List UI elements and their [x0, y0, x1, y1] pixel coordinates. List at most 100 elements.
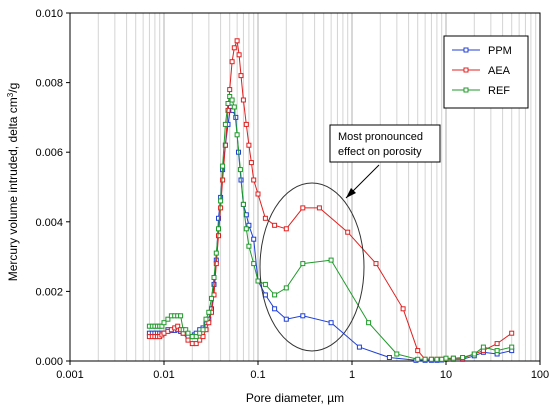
data-point: [494, 341, 500, 347]
data-point: [366, 320, 372, 326]
x-tick-label: 0.01: [153, 369, 174, 381]
data-point: [450, 355, 456, 361]
data-point: [373, 261, 379, 267]
data-point: [218, 198, 224, 204]
data-point: [243, 226, 249, 232]
data-point: [203, 316, 209, 322]
legend-label-aea: AEA: [488, 65, 511, 77]
y-axis-title: Mercury volume intruded, delta cm3/g: [6, 83, 21, 282]
annotation: Most pronounced effect on porosity: [259, 124, 441, 352]
annotation-text: Most pronounced effect on porosity: [338, 131, 423, 158]
data-point: [211, 275, 217, 280]
data-point: [175, 323, 181, 329]
data-point: [272, 222, 278, 228]
data-point: [248, 160, 254, 166]
data-point: [236, 52, 242, 58]
data-point: [161, 320, 167, 326]
data-point: [234, 38, 240, 44]
data-point: [209, 295, 214, 301]
data-point: [240, 97, 246, 103]
data-point: [328, 257, 334, 263]
y-tick-label: 0.004: [35, 217, 63, 229]
data-point: [300, 261, 306, 267]
data-point: [246, 243, 252, 249]
data-point: [328, 320, 334, 326]
data-point: [225, 107, 231, 113]
data-point: [300, 205, 306, 211]
data-point: [225, 101, 231, 106]
plot-frame: [69, 12, 541, 362]
data-point: [415, 356, 421, 362]
data-point: [386, 355, 392, 360]
data-point: [356, 344, 362, 350]
data-point: [443, 355, 449, 361]
x-tick-label: 100: [531, 369, 549, 381]
x-tick-label: 1: [349, 369, 355, 381]
annotation-arrowhead: [346, 188, 356, 198]
data-point: [246, 222, 252, 228]
data-point: [262, 292, 268, 298]
data-point: [251, 236, 257, 242]
data-point: [178, 313, 184, 319]
data-point: [494, 348, 500, 354]
legend-label-ref: REF: [488, 85, 510, 97]
legend: PPM AEA REF: [443, 35, 529, 109]
x-tick-label: 10: [440, 369, 452, 381]
data-point: [255, 278, 261, 284]
data-point: [197, 337, 203, 343]
data-point: [237, 167, 243, 173]
x-tick-label: 0.1: [250, 369, 265, 381]
data-point: [234, 132, 240, 138]
legend-marker-ref: [463, 87, 469, 93]
legend-marker-aea: [463, 67, 469, 73]
data-point: [509, 344, 515, 350]
data-point: [216, 226, 221, 232]
data-point: [229, 59, 235, 65]
data-point: [345, 229, 351, 235]
data-point: [300, 313, 306, 319]
data-point: [434, 356, 440, 362]
x-tick-label: 0.001: [56, 369, 84, 381]
data-point: [415, 348, 421, 354]
data-point: [220, 177, 226, 183]
data-point: [220, 163, 226, 169]
data-point: [246, 142, 252, 148]
vertical-grid: [69, 13, 537, 361]
data-point: [251, 177, 257, 183]
data-point: [422, 356, 428, 362]
data-point: [200, 327, 206, 333]
data-point: [206, 309, 212, 315]
data-point: [165, 316, 171, 322]
legend-box: [443, 35, 529, 109]
data-point: [185, 337, 191, 343]
y-tick-label: 0.002: [35, 286, 63, 298]
data-point: [255, 191, 261, 197]
data-point: [231, 45, 237, 51]
data-point: [243, 121, 249, 127]
data-point: [193, 334, 199, 340]
data-point: [238, 73, 244, 79]
data-point: [213, 250, 219, 256]
data-point: [262, 215, 268, 221]
data-point: [283, 285, 289, 291]
data-point: [400, 306, 406, 312]
legend-marker-ppm: [463, 47, 469, 53]
data-point: [439, 356, 445, 362]
data-point: [394, 351, 400, 357]
y-tick-label: 0.000: [35, 356, 63, 368]
data-point: [272, 306, 278, 312]
data-point: [222, 121, 228, 127]
data-point: [251, 261, 257, 267]
data-point: [283, 226, 289, 232]
y-tick-label: 0.008: [35, 78, 63, 90]
data-point: [480, 344, 486, 350]
data-point: [200, 334, 206, 340]
series-layer: [146, 38, 515, 363]
data-point: [460, 355, 466, 360]
data-point: [272, 292, 278, 298]
data-point: [229, 97, 235, 103]
data-point: [197, 330, 203, 336]
data-point: [262, 281, 268, 287]
data-point: [471, 351, 477, 357]
